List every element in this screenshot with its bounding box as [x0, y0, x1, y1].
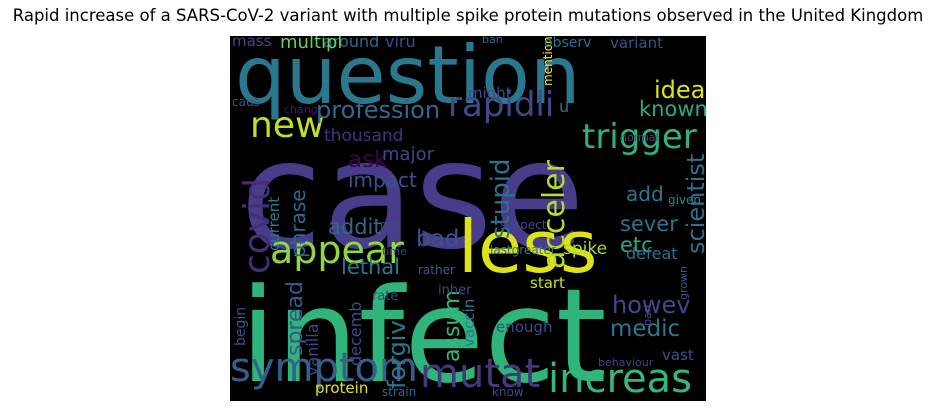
word-etc: etc	[620, 233, 653, 257]
word-current: current	[265, 196, 283, 251]
word-major: major	[382, 144, 434, 165]
word-given: given	[668, 193, 702, 207]
word-u: u	[559, 97, 570, 116]
word-around: around	[323, 36, 380, 51]
word-sever: sever	[620, 212, 678, 236]
word-vast: vast	[662, 346, 694, 364]
word-ideal: ideal	[654, 76, 706, 104]
word-ban: ban	[482, 36, 503, 46]
word-rate: rate	[372, 289, 399, 304]
word-appear: appear	[270, 228, 404, 272]
word-viru: viru	[385, 36, 416, 51]
word-profession: profession	[316, 96, 441, 124]
word-phrase: phrase	[286, 189, 310, 258]
word-behaviour: behaviour	[598, 356, 654, 369]
word-addit: addit	[328, 215, 382, 239]
word-rapidli: rapidli	[448, 85, 555, 125]
word-thousand: thousand	[324, 126, 404, 146]
word-start: start	[530, 274, 565, 292]
word-symptom: symptom	[230, 345, 418, 391]
word-observ: observ	[544, 36, 592, 51]
word-mass: mass	[232, 36, 272, 50]
word-infect: infect	[240, 260, 607, 401]
word-strain: strain	[382, 385, 417, 399]
figure-title: Rapid increase of a SARS-CoV-2 variant w…	[12, 6, 924, 25]
word-normal: normal	[620, 131, 659, 144]
word-chang: chang	[284, 103, 318, 116]
word-variant: variant	[610, 36, 663, 52]
word-medic: medic	[610, 316, 681, 342]
word-grown: grown	[677, 266, 690, 300]
word-cloud: case infect question less appear new symptom in…	[230, 36, 706, 401]
word-know: know	[492, 385, 524, 399]
word-known: known	[639, 97, 706, 121]
word-lethal: lethal	[341, 255, 401, 279]
word-new: new	[250, 105, 325, 146]
word-suspect: suspect	[500, 218, 547, 232]
word-case: case	[240, 109, 585, 283]
word-vaccin: vaccin	[460, 298, 478, 347]
word-part: part	[641, 303, 654, 326]
word-less: less	[458, 205, 598, 289]
word-ask: ask	[348, 147, 388, 173]
word-forgiv: forgiv	[383, 320, 411, 389]
word-question: question	[235, 36, 581, 122]
word-time: time	[382, 245, 407, 258]
word-got: got	[380, 218, 400, 232]
word-might: might	[468, 84, 512, 102]
word-trigger: trigger	[582, 117, 697, 157]
word-impact: impact	[348, 168, 417, 192]
word-enough: enough	[496, 318, 553, 336]
word-rather: rather	[418, 263, 455, 277]
word-spike: spike	[563, 239, 608, 259]
word-inher: inher	[438, 283, 472, 298]
word-howev: howev	[612, 291, 691, 319]
word-protein: protein	[315, 379, 369, 397]
word-defeat: defeat	[626, 244, 678, 263]
word-begin: begin	[233, 306, 249, 346]
word-mutat: mutat	[420, 351, 541, 397]
word-caus: caus	[232, 95, 260, 109]
word-lastgreater: lastgreater	[490, 243, 556, 257]
word-bad: bad	[416, 226, 460, 252]
word-multipl: multipl	[280, 36, 343, 53]
word-vanilla: vanilla	[303, 323, 322, 376]
word-decemb: decemb	[346, 301, 365, 366]
word-increas: increas	[548, 356, 692, 401]
word-add: add	[626, 182, 664, 206]
